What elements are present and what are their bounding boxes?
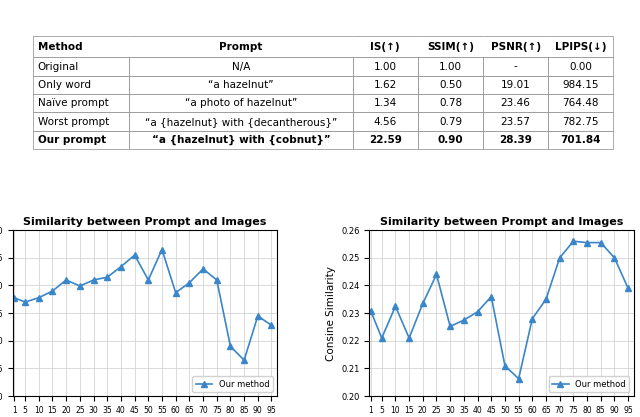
- Legend: Our method: Our method: [549, 376, 629, 392]
- Title: Similarity between Prompt and Images: Similarity between Prompt and Images: [23, 216, 267, 226]
- Y-axis label: Consine Similarity: Consine Similarity: [326, 266, 335, 361]
- Legend: Our method: Our method: [192, 376, 273, 392]
- Title: Similarity between Prompt and Images: Similarity between Prompt and Images: [380, 216, 623, 226]
